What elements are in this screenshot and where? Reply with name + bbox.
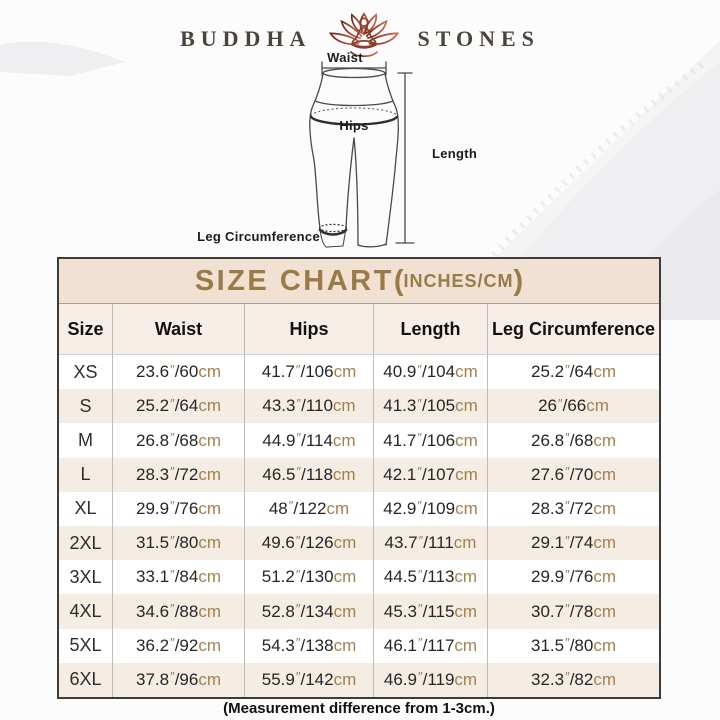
size-value: 4XL: [59, 594, 113, 629]
measurement-length: 41.3 ″/105 cm: [374, 389, 488, 424]
measurement-waist: 34.6 ″/88 cm: [113, 594, 245, 629]
size-value: L: [59, 457, 113, 492]
size-value: XL: [59, 491, 113, 527]
size-value: 5XL: [59, 628, 113, 663]
table-row: 6XL 37.8 ″/96 cm 55.9 ″/142 cm 46.9 ″/119 cm 32.3 ″…: [59, 662, 659, 698]
measurement-length: 43.7 ″/111 cm: [374, 526, 488, 561]
size-chart-table: SIZE CHART(INCHES/CM) Size Waist Hips Le…: [57, 257, 661, 699]
brand-name-left: BUDDHA: [180, 26, 312, 51]
measurement-hips: 41.7 ″/106 cm: [245, 355, 374, 390]
table-row: M 26.8 ″/68 cm 44.9 ″/114 cm 41.7 ″/106 cm 26.8 ″/6…: [59, 423, 659, 458]
column-header-leg-circumference: Leg Circumference: [491, 318, 656, 339]
pants-diagram: [309, 61, 415, 248]
measurement-waist: 37.8 ″/96 cm: [113, 662, 245, 698]
table-row: 4XL 34.6 ″/88 cm 52.8 ″/134 cm 45.3 ″/115 cm 30.7 ″…: [59, 594, 659, 629]
measurement-length: 46.9 ″/119 cm: [374, 662, 488, 698]
measurement-hips: 43.3 ″/110 cm: [245, 389, 374, 424]
measurement-waist: 31.5 ″/80 cm: [113, 526, 245, 561]
size-value: M: [59, 423, 113, 458]
size-chart-title-bar: SIZE CHART(INCHES/CM): [59, 259, 659, 304]
table-header-row: Size Waist Hips Length Leg Circumference: [59, 304, 659, 355]
table-row: XS 23.6 ″/60 cm 41.7 ″/106 cm 40.9 ″/104 cm 25.2 ″ /…: [59, 355, 659, 390]
size-value: 2XL: [59, 526, 113, 561]
hips-label: Hips: [339, 118, 369, 133]
measurement-leg: 29.9 ″/76 cm: [530, 566, 616, 587]
measurement-leg: 26 ″/66 cm: [538, 395, 609, 416]
measurement-hips: 51.2 ″/130 cm: [245, 560, 374, 595]
measurement-length: 42.9 ″/109 cm: [374, 491, 488, 527]
measurement-leg: 28.3 ″/72 cm: [530, 498, 616, 518]
size-chart-title: SIZE CHART: [194, 264, 394, 297]
column-header-hips: Hips: [245, 304, 374, 354]
waist-label: Waist: [327, 50, 363, 65]
size-value: 6XL: [59, 662, 113, 698]
measurement-waist: 23.6 ″/60 cm: [113, 355, 245, 390]
column-header-waist: Waist: [113, 304, 245, 354]
measurement-leg: 26.8 ″/68 cm: [530, 430, 616, 450]
measurement-hips: 48 ″/122 cm: [245, 491, 374, 527]
size-value: XS: [59, 355, 113, 390]
units-label: INCHES/CM: [403, 270, 514, 291]
measurement-length: 40.9 ″/104 cm: [374, 355, 488, 390]
measurement-length: 42.1 ″/107 cm: [374, 457, 488, 492]
measurement-hips: 49.6 ″/126 cm: [245, 526, 374, 561]
measurement-leg: 32.3 ″/82 cm: [530, 669, 616, 689]
table-row: 2XL 31.5 ″/80 cm 49.6 ″/126 cm 43.7 ″/111 cm 29.1 ″…: [59, 526, 659, 561]
measurement-leg: 29.1 ″/74 cm: [530, 532, 616, 553]
measurement-leg: 30.7 ″/78 cm: [530, 601, 616, 621]
measurement-hips: 54.3 ″/138 cm: [245, 628, 374, 663]
brand-logo: BUDDHA STONES: [0, 10, 720, 68]
measurement-waist: 36.2 ″/92 cm: [113, 628, 245, 663]
table-row: S 25.2 ″/64 cm 43.3 ″/110 cm 41.3 ″/105 cm 26 ″/66 c…: [59, 389, 659, 424]
column-header-size: Size: [59, 304, 113, 354]
units-open-paren: (: [393, 264, 404, 297]
measurement-waist: 29.9 ″/76 cm: [113, 491, 245, 527]
table-row: XL 29.9 ″/76 cm 48 ″/122 cm 42.9 ″/109 cm 28.3 ″/72…: [59, 491, 659, 527]
measurement-leg: 27.6 ″/70 cm: [530, 464, 616, 484]
measurement-length: 44.5 ″/113 cm: [374, 560, 488, 595]
lotus-logo-icon: [329, 12, 400, 58]
measurement-hips: 44.9 ″/114 cm: [245, 423, 374, 458]
measurement-leg: 25.2 ″/64 cm: [530, 361, 616, 382]
measurement-waist: 33.1 ″/84 cm: [113, 560, 245, 595]
table-row: L 28.3 ″/72 cm 46.5 ″/118 cm 42.1 ″/107 cm 27.6 ″/7…: [59, 457, 659, 492]
leg-circumference-label: Leg Circumference: [197, 229, 320, 244]
measurement-note: (Measurement difference from 1-3cm.): [223, 700, 495, 717]
length-label: Length: [432, 146, 478, 161]
measurement-length: 41.7 ″/106 cm: [374, 423, 488, 458]
table-row: 3XL 33.1 ″/84 cm 51.2 ″/130 cm 44.5 ″/113 cm 29.9 ″…: [59, 560, 659, 595]
measurement-leg: 31.5 ″/80 cm: [530, 635, 616, 655]
measurement-length: 46.1 ″/117 cm: [374, 628, 488, 663]
column-header-length: Length: [374, 304, 488, 354]
size-value: S: [59, 389, 113, 424]
measurement-waist: 28.3 ″/72 cm: [113, 457, 245, 492]
measurement-hips: 55.9 ″/142 cm: [245, 662, 374, 698]
measurement-hips: 52.8 ″/134 cm: [245, 594, 374, 629]
table-rows: XS 23.6 ″/60 cm 41.7 ″/106 cm 40.9 ″/104 cm 25.2 ″ /…: [59, 355, 659, 698]
units-close-paren: ): [513, 264, 524, 297]
brand-name-right: STONES: [417, 26, 540, 51]
measurement-hips: 46.5 ″/118 cm: [245, 457, 374, 492]
measurement-waist: 26.8 ″/68 cm: [113, 423, 245, 458]
measurement-length: 45.3 ″/115 cm: [374, 594, 488, 629]
table-row: 5XL 36.2 ″/92 cm 54.3 ″/138 cm 46.1 ″/117 cm 31.5 ″…: [59, 628, 659, 663]
size-value: 3XL: [59, 560, 113, 595]
measurement-waist: 25.2 ″/64 cm: [113, 389, 245, 424]
